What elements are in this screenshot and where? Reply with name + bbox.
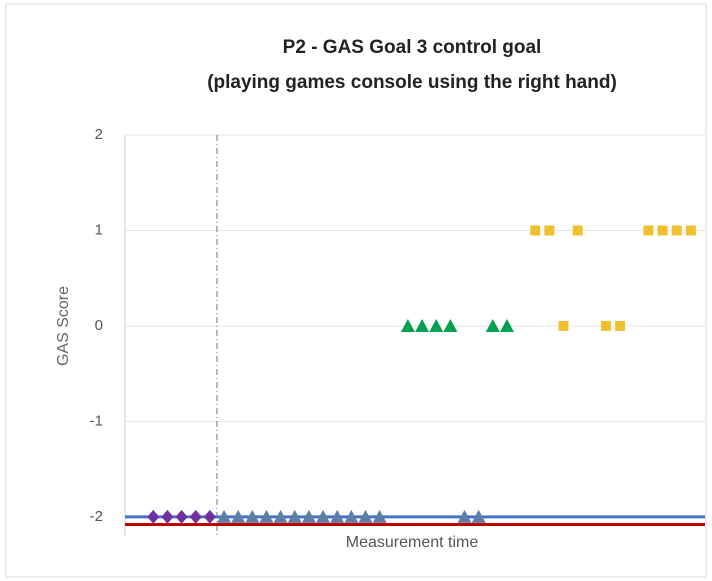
data-point bbox=[671, 225, 682, 236]
data-point bbox=[301, 509, 316, 523]
data-point bbox=[161, 509, 174, 524]
data-point bbox=[372, 509, 387, 523]
data-point bbox=[231, 509, 246, 523]
data-point bbox=[259, 509, 274, 523]
y-tick-label: 2 bbox=[95, 126, 103, 143]
data-point bbox=[287, 509, 302, 523]
y-tick-label: -2 bbox=[90, 508, 103, 525]
data-point bbox=[443, 318, 458, 332]
data-point bbox=[685, 225, 696, 236]
x-axis-title: Measurement time bbox=[346, 534, 479, 551]
data-point bbox=[600, 320, 611, 331]
y-tick-label: 0 bbox=[95, 317, 103, 334]
data-point bbox=[358, 509, 373, 523]
data-point bbox=[530, 225, 541, 236]
y-tick-label: 1 bbox=[95, 221, 103, 238]
data-point bbox=[485, 318, 500, 332]
y-axis-title: GAS Score bbox=[55, 286, 72, 366]
data-point bbox=[316, 509, 331, 523]
data-point bbox=[558, 320, 569, 331]
data-point bbox=[203, 509, 216, 524]
chart-title: P2 - GAS Goal 3 control goal bbox=[283, 37, 542, 58]
data-point bbox=[471, 509, 486, 523]
data-point bbox=[572, 225, 583, 236]
data-point bbox=[643, 225, 654, 236]
data-point bbox=[273, 509, 288, 523]
data-point bbox=[189, 509, 202, 524]
data-point bbox=[615, 320, 626, 331]
y-tick-label: -1 bbox=[90, 412, 103, 429]
data-point bbox=[457, 509, 472, 523]
data-point bbox=[400, 318, 415, 332]
data-point bbox=[657, 225, 668, 236]
chart-frame bbox=[5, 3, 707, 578]
data-point bbox=[499, 318, 514, 332]
data-point bbox=[415, 318, 430, 332]
chart-subtitle: (playing games console using the right h… bbox=[207, 72, 617, 93]
data-point bbox=[217, 509, 232, 523]
data-point bbox=[175, 509, 188, 524]
data-point bbox=[330, 509, 345, 523]
data-point bbox=[429, 318, 444, 332]
data-point bbox=[544, 225, 555, 236]
data-point bbox=[344, 509, 359, 523]
data-point bbox=[147, 509, 160, 524]
data-point bbox=[245, 509, 260, 523]
